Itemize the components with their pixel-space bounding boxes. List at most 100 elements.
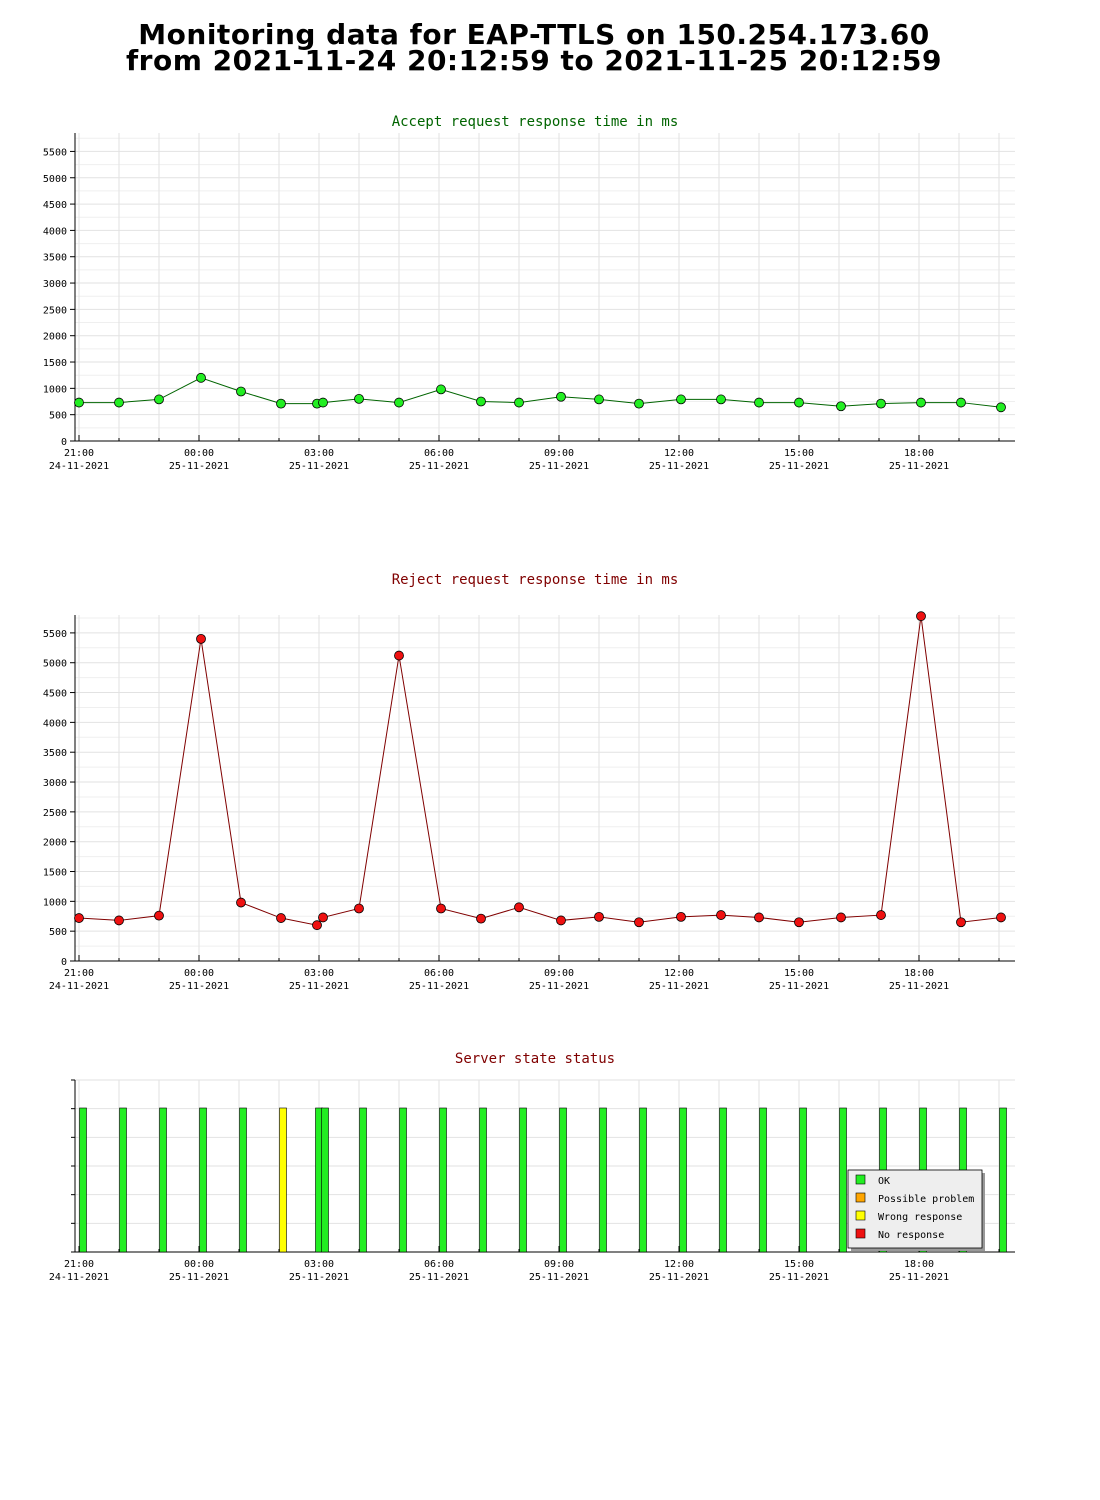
- data-point: [956, 397, 966, 408]
- x-tick-label-date: 25-11-2021: [769, 981, 829, 992]
- data-point: [318, 912, 328, 923]
- x-tick-label-date: 25-11-2021: [289, 981, 349, 992]
- data-point: [154, 394, 164, 405]
- reject-response-chart: Reject request response time in ms 21:00…: [43, 572, 1015, 992]
- x-tick-label-time: 06:00: [424, 968, 454, 979]
- x-tick-label-date: 25-11-2021: [409, 461, 469, 472]
- y-tick-label: 4500: [43, 200, 67, 211]
- data-point: [514, 902, 524, 913]
- x-tick-label-time: 21:00: [64, 968, 94, 979]
- x-tick-label-time: 18:00: [904, 1259, 934, 1270]
- legend-label: Wrong response: [878, 1212, 962, 1223]
- y-tick-label: 4500: [43, 689, 67, 700]
- x-tick-label-date: 25-11-2021: [409, 981, 469, 992]
- data-point: [634, 398, 644, 409]
- y-tick-label: 5000: [43, 659, 67, 670]
- x-tick-label-date: 25-11-2021: [169, 1272, 229, 1283]
- status-bar: [839, 1107, 847, 1253]
- y-tick-label: 5500: [43, 629, 67, 640]
- x-tick-label-date: 25-11-2021: [289, 1272, 349, 1283]
- data-point: [876, 398, 886, 409]
- x-tick-label-date: 25-11-2021: [529, 981, 589, 992]
- x-tick-label-date: 24-11-2021: [49, 1272, 109, 1283]
- data-point: [716, 910, 726, 920]
- data-point: [634, 917, 644, 928]
- x-tick-label-date: 25-11-2021: [169, 981, 229, 992]
- data-point: [996, 402, 1006, 413]
- y-tick-label: 3000: [43, 778, 67, 789]
- y-tick-label: 0: [61, 957, 67, 968]
- data-point: [312, 920, 322, 931]
- y-tick-label: 5500: [43, 147, 67, 158]
- data-point: [676, 394, 686, 405]
- x-tick-label-time: 09:00: [544, 448, 574, 459]
- data-point: [394, 650, 404, 661]
- x-tick-label-time: 06:00: [424, 448, 454, 459]
- page-title-line1: Monitoring data for EAP-TTLS on 150.254.…: [138, 18, 930, 51]
- data-point: [836, 401, 846, 412]
- x-tick-label-date: 25-11-2021: [769, 461, 829, 472]
- y-tick-label: 1500: [43, 868, 67, 879]
- status-bar: [519, 1107, 527, 1253]
- status-bar: [159, 1107, 167, 1253]
- legend-box: [847, 1169, 983, 1249]
- x-tick-label-time: 03:00: [304, 1259, 334, 1270]
- x-tick-label-date: 25-11-2021: [289, 461, 349, 472]
- data-point: [594, 394, 604, 405]
- data-point: [236, 386, 246, 397]
- x-tick-label-time: 00:00: [184, 968, 214, 979]
- data-point: [716, 394, 726, 405]
- x-tick-label-time: 09:00: [544, 968, 574, 979]
- data-point: [794, 397, 804, 408]
- x-tick-label-time: 00:00: [184, 448, 214, 459]
- y-tick-label: 3000: [43, 279, 67, 290]
- status-bar: [119, 1107, 127, 1253]
- data-point: [556, 391, 566, 402]
- data-point: [594, 911, 604, 922]
- x-tick-label-time: 12:00: [664, 448, 694, 459]
- x-tick-label-date: 24-11-2021: [49, 981, 109, 992]
- x-tick-label-time: 18:00: [904, 968, 934, 979]
- y-tick-label: 0: [61, 437, 67, 448]
- status-bar: [321, 1107, 329, 1253]
- data-point: [394, 397, 404, 408]
- y-tick-label: 2500: [43, 305, 67, 316]
- data-point: [754, 912, 764, 923]
- page-title-line2: from 2021-11-24 20:12:59 to 2021-11-25 2…: [125, 44, 943, 77]
- x-tick-label-date: 25-11-2021: [889, 461, 949, 472]
- x-tick-label-time: 09:00: [544, 1259, 574, 1270]
- data-point: [556, 915, 566, 926]
- x-tick-label-time: 12:00: [664, 1259, 694, 1270]
- y-tick-label: 3500: [43, 253, 67, 264]
- data-point: [114, 397, 124, 408]
- x-tick-label-date: 25-11-2021: [529, 461, 589, 472]
- y-tick-label: 4000: [43, 718, 67, 729]
- y-tick-label: 500: [49, 411, 67, 422]
- data-point: [276, 913, 286, 923]
- y-tick-label: 1000: [43, 897, 67, 908]
- data-point: [354, 393, 364, 404]
- y-tick-label: 500: [49, 927, 67, 938]
- y-tick-label: 1000: [43, 384, 67, 395]
- data-point: [196, 372, 206, 383]
- y-tick-label: 4000: [43, 226, 67, 237]
- data-point: [916, 397, 926, 408]
- x-tick-label-date: 25-11-2021: [169, 461, 229, 472]
- legend-swatch: [855, 1210, 866, 1221]
- status-bar: [639, 1107, 647, 1253]
- y-tick-label: 2000: [43, 838, 67, 849]
- x-tick-label-time: 15:00: [784, 968, 814, 979]
- data-point: [956, 917, 966, 928]
- status-bar: [599, 1107, 607, 1253]
- status-bar: [759, 1107, 767, 1253]
- status-bar: [199, 1107, 207, 1253]
- x-tick-label-date: 25-11-2021: [409, 1272, 469, 1283]
- y-tick-label: 1500: [43, 358, 67, 369]
- y-tick-label: 2000: [43, 332, 67, 343]
- x-tick-label-date: 25-11-2021: [649, 461, 709, 472]
- legend-swatch: [855, 1228, 866, 1239]
- x-tick-label-time: 15:00: [784, 1259, 814, 1270]
- data-point: [436, 384, 446, 395]
- x-tick-label-date: 25-11-2021: [889, 1272, 949, 1283]
- status-chart-title: Server state status: [455, 1051, 615, 1067]
